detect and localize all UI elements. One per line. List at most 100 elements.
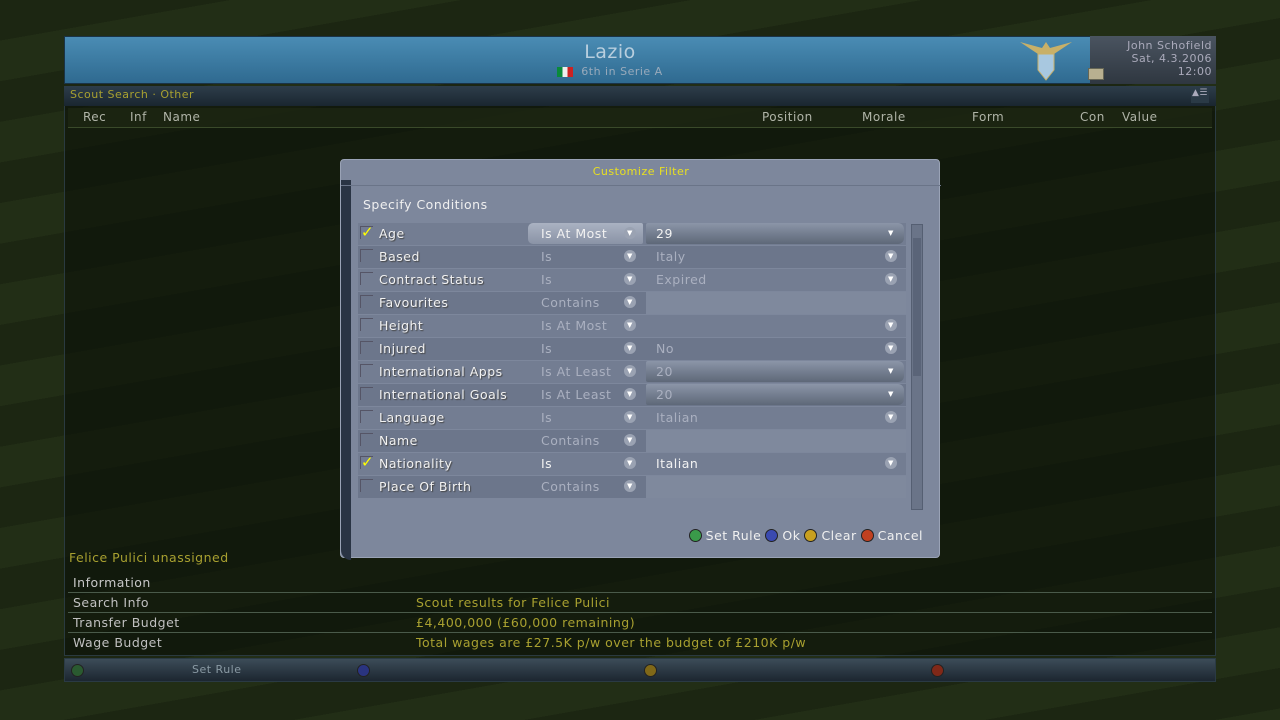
value-dropdown[interactable]: Italian xyxy=(656,456,699,471)
chevron-down-icon[interactable]: ▼ xyxy=(885,342,897,354)
clear-button[interactable]: Clear xyxy=(821,528,857,543)
column-con[interactable]: Con xyxy=(1080,110,1105,124)
column-headers: Rec Inf Name Position Morale Form Con Va… xyxy=(68,108,1212,128)
operator-dropdown[interactable]: Is At Most xyxy=(541,226,608,241)
filter-row: International Goals Is At Least ▼ 20 ▼ xyxy=(358,384,906,406)
checkbox[interactable] xyxy=(360,341,373,354)
dialog-title: Customize Filter xyxy=(341,160,941,186)
checkbox[interactable] xyxy=(360,387,373,400)
column-morale[interactable]: Morale xyxy=(862,110,906,124)
info-title: Information xyxy=(73,575,151,590)
value-dropdown[interactable]: Italian xyxy=(656,410,699,425)
column-inf[interactable]: Inf xyxy=(130,110,147,124)
operator-dropdown[interactable]: Is At Most xyxy=(541,318,608,333)
operator-dropdown[interactable]: Is xyxy=(541,410,553,425)
value-button[interactable] xyxy=(646,384,904,405)
chevron-down-icon[interactable]: ▼ xyxy=(624,480,636,492)
scrollbar-thumb[interactable] xyxy=(913,238,921,376)
operator-dropdown[interactable]: Is xyxy=(541,272,553,287)
operator-button[interactable] xyxy=(528,223,643,244)
y-button-icon[interactable] xyxy=(644,664,657,677)
a-button-icon[interactable] xyxy=(688,529,702,542)
filter-row: Based Is ▼ Italy ▼ xyxy=(358,246,906,268)
checkbox[interactable]: ✓ xyxy=(360,223,375,241)
chevron-down-icon[interactable]: ▼ xyxy=(885,250,897,262)
league-position: 6th in Serie A xyxy=(65,65,1155,78)
a-button-icon[interactable] xyxy=(71,664,84,677)
x-button-icon[interactable] xyxy=(357,664,370,677)
value-button[interactable] xyxy=(646,361,904,382)
value-input[interactable] xyxy=(646,430,906,452)
b-button-icon[interactable] xyxy=(860,529,874,542)
info-key: Transfer Budget xyxy=(73,615,180,630)
chevron-down-icon[interactable]: ▼ xyxy=(888,229,894,237)
chevron-down-icon[interactable]: ▼ xyxy=(624,273,636,285)
value-dropdown[interactable]: Expired xyxy=(656,272,707,287)
chevron-down-icon[interactable]: ▼ xyxy=(885,411,897,423)
operator-dropdown[interactable]: Is xyxy=(541,456,553,471)
chevron-down-icon[interactable]: ▼ xyxy=(624,411,636,423)
column-rec[interactable]: Rec xyxy=(83,110,107,124)
chevron-down-icon[interactable]: ▼ xyxy=(624,388,636,400)
value-dropdown[interactable]: 29 xyxy=(656,226,673,241)
value-input[interactable] xyxy=(646,476,906,498)
operator-dropdown[interactable]: Contains xyxy=(541,433,600,448)
operator-dropdown[interactable]: Is xyxy=(541,249,553,264)
checkbox[interactable] xyxy=(360,272,373,285)
chevron-down-icon[interactable]: ▼ xyxy=(624,365,636,377)
operator-dropdown[interactable]: Contains xyxy=(541,295,600,310)
operator-dropdown[interactable]: Contains xyxy=(541,479,600,494)
chevron-down-icon[interactable]: ▼ xyxy=(624,296,636,308)
footer-set-rule[interactable]: Set Rule xyxy=(192,663,242,676)
operator-dropdown[interactable]: Is At Least xyxy=(541,364,612,379)
value-input[interactable] xyxy=(646,292,906,314)
value-dropdown[interactable]: Italy xyxy=(656,249,686,264)
checkbox[interactable] xyxy=(360,295,373,308)
column-value[interactable]: Value xyxy=(1122,110,1158,124)
cancel-button[interactable]: Cancel xyxy=(877,528,923,543)
chevron-down-icon[interactable]: ▼ xyxy=(624,434,636,446)
column-position[interactable]: Position xyxy=(762,110,813,124)
filter-row: ✓ Age Is At Most ▼ 29 ▼ xyxy=(358,223,906,245)
checkbox[interactable]: ✓ xyxy=(360,453,375,471)
column-name[interactable]: Name xyxy=(163,110,201,124)
b-button-icon[interactable] xyxy=(931,664,944,677)
value-button[interactable] xyxy=(646,223,904,244)
y-button-icon[interactable] xyxy=(804,529,818,542)
checkbox[interactable] xyxy=(360,479,373,492)
dialog-subtitle: Specify Conditions xyxy=(363,197,488,212)
column-form[interactable]: Form xyxy=(972,110,1005,124)
chevron-down-icon[interactable]: ▼ xyxy=(888,390,894,398)
chevron-down-icon[interactable]: ▼ xyxy=(885,273,897,285)
operator-dropdown[interactable]: Is xyxy=(541,341,553,356)
operator-dropdown[interactable]: Is At Least xyxy=(541,387,612,402)
checkbox[interactable] xyxy=(360,433,373,446)
set-rule-button[interactable]: Set Rule xyxy=(705,528,762,543)
info-row: Wage Budget Total wages are £27.5K p/w ov… xyxy=(68,632,1212,652)
chevron-down-icon[interactable]: ▼ xyxy=(624,457,636,469)
sort-icon[interactable]: ▲☰ xyxy=(1191,88,1209,103)
condition-label: International Goals xyxy=(379,387,508,402)
chevron-down-icon[interactable]: ▼ xyxy=(888,367,894,375)
checkbox[interactable] xyxy=(360,364,373,377)
filter-row: Contract Status Is ▼ Expired ▼ xyxy=(358,269,906,291)
condition-label: Height xyxy=(379,318,424,333)
chevron-down-icon[interactable]: ▼ xyxy=(885,319,897,331)
checkbox[interactable] xyxy=(360,318,373,331)
chevron-down-icon[interactable]: ▼ xyxy=(624,250,636,262)
condition-label: Name xyxy=(379,433,418,448)
checkbox[interactable] xyxy=(360,410,373,423)
value-dropdown[interactable]: 20 xyxy=(656,364,673,379)
chevron-down-icon[interactable]: ▼ xyxy=(885,457,897,469)
value-dropdown[interactable]: 20 xyxy=(656,387,673,402)
mail-icon[interactable] xyxy=(1088,68,1104,80)
filter-row: Height Is At Most ▼ ▼ xyxy=(358,315,906,337)
ok-button[interactable]: Ok xyxy=(782,528,801,543)
condition-label: Favourites xyxy=(379,295,449,310)
x-button-icon[interactable] xyxy=(765,529,779,542)
value-dropdown[interactable]: No xyxy=(656,341,674,356)
checkbox[interactable] xyxy=(360,249,373,262)
chevron-down-icon[interactable]: ▼ xyxy=(624,319,636,331)
chevron-down-icon[interactable]: ▼ xyxy=(624,342,636,354)
chevron-down-icon[interactable]: ▼ xyxy=(624,227,636,239)
